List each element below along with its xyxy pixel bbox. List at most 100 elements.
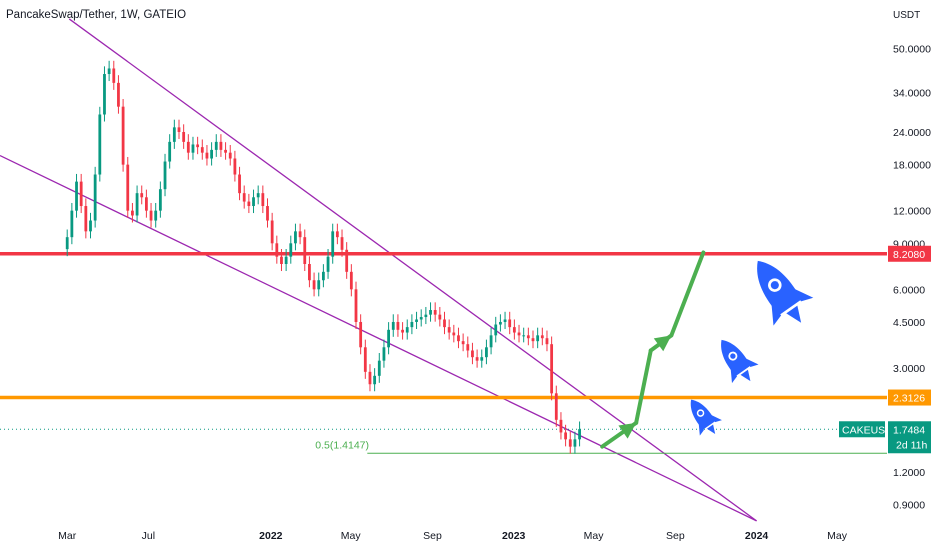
candle[interactable] (163, 153, 167, 197)
candle[interactable] (117, 75, 120, 114)
candle[interactable] (140, 185, 144, 205)
candle[interactable] (312, 272, 316, 297)
candle[interactable] (536, 327, 540, 349)
candle[interactable] (391, 314, 395, 337)
candle[interactable] (172, 119, 176, 149)
candle[interactable] (149, 202, 153, 228)
candle[interactable] (65, 229, 69, 257)
candle[interactable] (326, 248, 330, 279)
candle[interactable] (485, 339, 488, 365)
candle[interactable] (321, 264, 325, 288)
candle[interactable] (219, 134, 223, 157)
candle[interactable] (256, 185, 260, 205)
candle[interactable] (573, 431, 577, 454)
candle[interactable] (196, 136, 200, 155)
candle[interactable] (144, 189, 148, 218)
candle[interactable] (75, 173, 78, 218)
candle[interactable] (461, 333, 465, 352)
candle[interactable] (200, 139, 204, 160)
candle[interactable] (349, 264, 353, 297)
candle[interactable] (126, 156, 130, 218)
candle[interactable] (512, 319, 516, 340)
candle[interactable] (387, 322, 391, 355)
time-axis[interactable]: Mar Jul 2022 May Sep 2023 May Sep 2024 May (58, 530, 848, 542)
candle[interactable] (98, 106, 102, 182)
candle[interactable] (508, 311, 512, 335)
candle[interactable] (540, 327, 544, 346)
candle[interactable] (373, 368, 377, 392)
candle[interactable] (429, 302, 432, 322)
candle[interactable] (89, 212, 92, 239)
candle[interactable] (568, 431, 572, 454)
candle[interactable] (522, 327, 526, 343)
candle[interactable] (107, 60, 111, 82)
candle[interactable] (242, 185, 246, 209)
candle[interactable] (494, 316, 498, 343)
candle[interactable] (438, 306, 442, 327)
candle[interactable] (103, 66, 106, 122)
candle[interactable] (84, 198, 88, 239)
candle[interactable] (191, 136, 195, 160)
candle[interactable] (154, 202, 158, 228)
candle[interactable] (270, 212, 274, 251)
candle[interactable] (545, 330, 549, 352)
candle[interactable] (303, 229, 307, 272)
candle[interactable] (177, 119, 181, 140)
candle[interactable] (396, 314, 400, 337)
candle[interactable] (340, 229, 344, 257)
candle[interactable] (261, 185, 265, 214)
candle[interactable] (480, 349, 484, 368)
candle[interactable] (233, 150, 237, 182)
candle[interactable] (489, 327, 493, 355)
candle[interactable] (280, 248, 283, 272)
candle[interactable] (354, 281, 358, 329)
candle[interactable] (214, 134, 218, 157)
candle[interactable] (158, 181, 162, 218)
candle[interactable] (168, 134, 172, 169)
candle[interactable] (93, 166, 97, 228)
candle[interactable] (345, 242, 349, 279)
candle[interactable] (224, 142, 227, 160)
candle[interactable] (331, 223, 335, 264)
candle[interactable] (564, 424, 568, 447)
candle[interactable] (443, 311, 446, 335)
candle[interactable] (503, 311, 507, 329)
candle[interactable] (228, 145, 232, 166)
candle[interactable] (457, 327, 460, 349)
candle[interactable] (415, 311, 418, 329)
candle[interactable] (335, 223, 339, 245)
candle[interactable] (266, 198, 269, 228)
candle[interactable] (382, 339, 386, 368)
candle[interactable] (550, 336, 554, 401)
candle[interactable] (368, 364, 372, 392)
candle[interactable] (475, 349, 479, 368)
trendline-1[interactable] (0, 154, 757, 522)
price-axis[interactable]: 50.000034.000024.000018.000012.00009.000… (839, 44, 931, 512)
candle[interactable] (410, 314, 414, 335)
candle[interactable] (531, 330, 535, 349)
candle[interactable] (517, 324, 521, 343)
candle[interactable] (554, 385, 558, 427)
candle[interactable] (401, 322, 404, 340)
candle[interactable] (377, 352, 381, 383)
candle[interactable] (70, 202, 74, 245)
candle[interactable] (205, 145, 209, 166)
candle[interactable] (559, 412, 563, 440)
candle[interactable] (131, 202, 134, 223)
candle[interactable] (252, 189, 255, 214)
candle[interactable] (424, 306, 428, 325)
candle[interactable] (247, 193, 251, 214)
candle[interactable] (452, 324, 456, 343)
candle[interactable] (498, 314, 502, 332)
candle[interactable] (578, 421, 581, 447)
candle[interactable] (447, 319, 451, 340)
candle[interactable] (121, 98, 125, 172)
candle[interactable] (186, 134, 190, 160)
candle[interactable] (363, 339, 367, 379)
candle[interactable] (419, 309, 423, 327)
candle[interactable] (79, 173, 83, 214)
candle[interactable] (405, 319, 409, 340)
trendline-2[interactable] (68, 18, 757, 522)
candle[interactable] (298, 223, 302, 245)
